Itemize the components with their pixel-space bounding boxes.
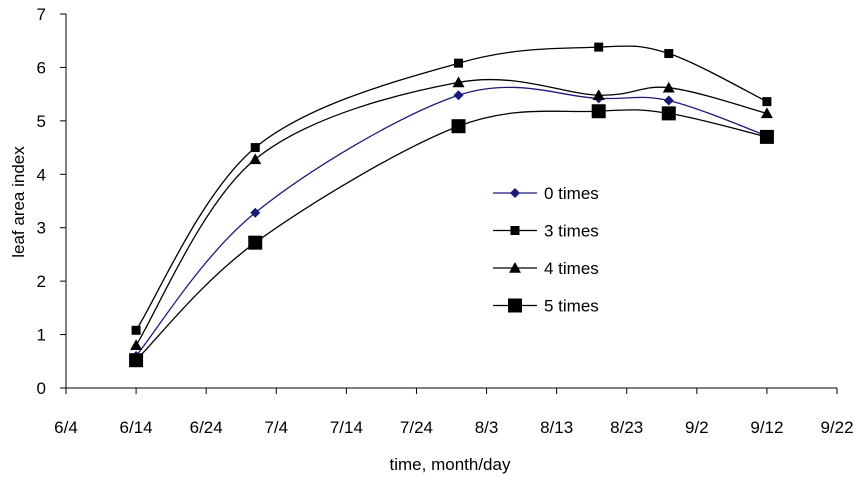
- x-tick-label: 6/24: [190, 418, 223, 437]
- axes: [65, 14, 837, 389]
- legend-marker: [510, 188, 520, 198]
- data-point: [452, 76, 465, 88]
- legend: 0 times 3 times 4 times 5 times: [493, 184, 599, 316]
- data-point: [451, 119, 466, 134]
- data-point: [454, 58, 464, 68]
- data-point: [453, 90, 464, 101]
- legend-marker: [509, 262, 521, 273]
- x-axis-title: time, month/day: [390, 455, 511, 474]
- legend-label: 5 times: [544, 297, 599, 316]
- y-axis-ticks: 0 1 2 3 4 5 6 7: [37, 5, 66, 398]
- data-point: [130, 339, 143, 351]
- data-point: [250, 143, 260, 153]
- x-tick-label: 8/3: [475, 418, 499, 437]
- x-tick-label: 8/13: [540, 418, 573, 437]
- series-line: [135, 86, 768, 357]
- series-4-times: [130, 76, 773, 351]
- legend-item: 4 times: [493, 259, 599, 278]
- data-point: [759, 129, 774, 144]
- x-tick-label: 7/4: [264, 418, 288, 437]
- data-point: [594, 42, 604, 52]
- legend-item: 3 times: [493, 222, 599, 241]
- legend-item: 5 times: [493, 297, 599, 316]
- y-axis-title: leaf area index: [9, 146, 28, 258]
- legend-label: 4 times: [544, 259, 599, 278]
- data-point: [250, 207, 261, 218]
- y-tick-label: 7: [37, 5, 46, 24]
- x-tick-label: 7/14: [330, 418, 363, 437]
- x-tick-label: 6/14: [120, 418, 153, 437]
- y-tick-label: 5: [37, 112, 46, 131]
- data-point: [664, 49, 674, 59]
- x-axis-ticks: 6/4 6/14 6/24 7/4 7/14 7/24 8/3 8/13 8/23 9/2 9/12…: [54, 388, 854, 437]
- y-tick-label: 0: [37, 379, 46, 398]
- data-point: [592, 89, 605, 101]
- data-point: [249, 153, 262, 165]
- x-tick-label: 9/2: [685, 418, 709, 437]
- y-tick-label: 3: [37, 219, 46, 238]
- series-5-times: [129, 104, 774, 368]
- data-point: [760, 107, 773, 119]
- y-tick-label: 2: [37, 272, 46, 291]
- legend-marker: [508, 298, 522, 313]
- data-point: [129, 353, 144, 368]
- x-tick-label: 9/12: [750, 418, 783, 437]
- data-point: [663, 95, 674, 106]
- legend-label: 0 times: [544, 184, 599, 203]
- data-point: [248, 235, 263, 250]
- legend-label: 3 times: [544, 222, 599, 241]
- x-tick-label: 7/24: [400, 418, 433, 437]
- legend-item: 0 times: [493, 184, 599, 203]
- y-tick-label: 1: [37, 326, 46, 345]
- y-tick-label: 4: [37, 165, 46, 184]
- data-point: [591, 104, 606, 119]
- x-tick-label: 8/23: [610, 418, 643, 437]
- data-point: [131, 325, 141, 335]
- legend-marker: [510, 226, 520, 235]
- x-tick-label: 6/4: [54, 418, 78, 437]
- data-point: [662, 81, 675, 93]
- data-point: [762, 97, 772, 107]
- series-3-times: [131, 42, 772, 335]
- x-tick-label: 9/22: [820, 418, 853, 437]
- data-point: [661, 106, 676, 121]
- y-tick-label: 6: [37, 58, 46, 77]
- series-layer: [129, 42, 774, 368]
